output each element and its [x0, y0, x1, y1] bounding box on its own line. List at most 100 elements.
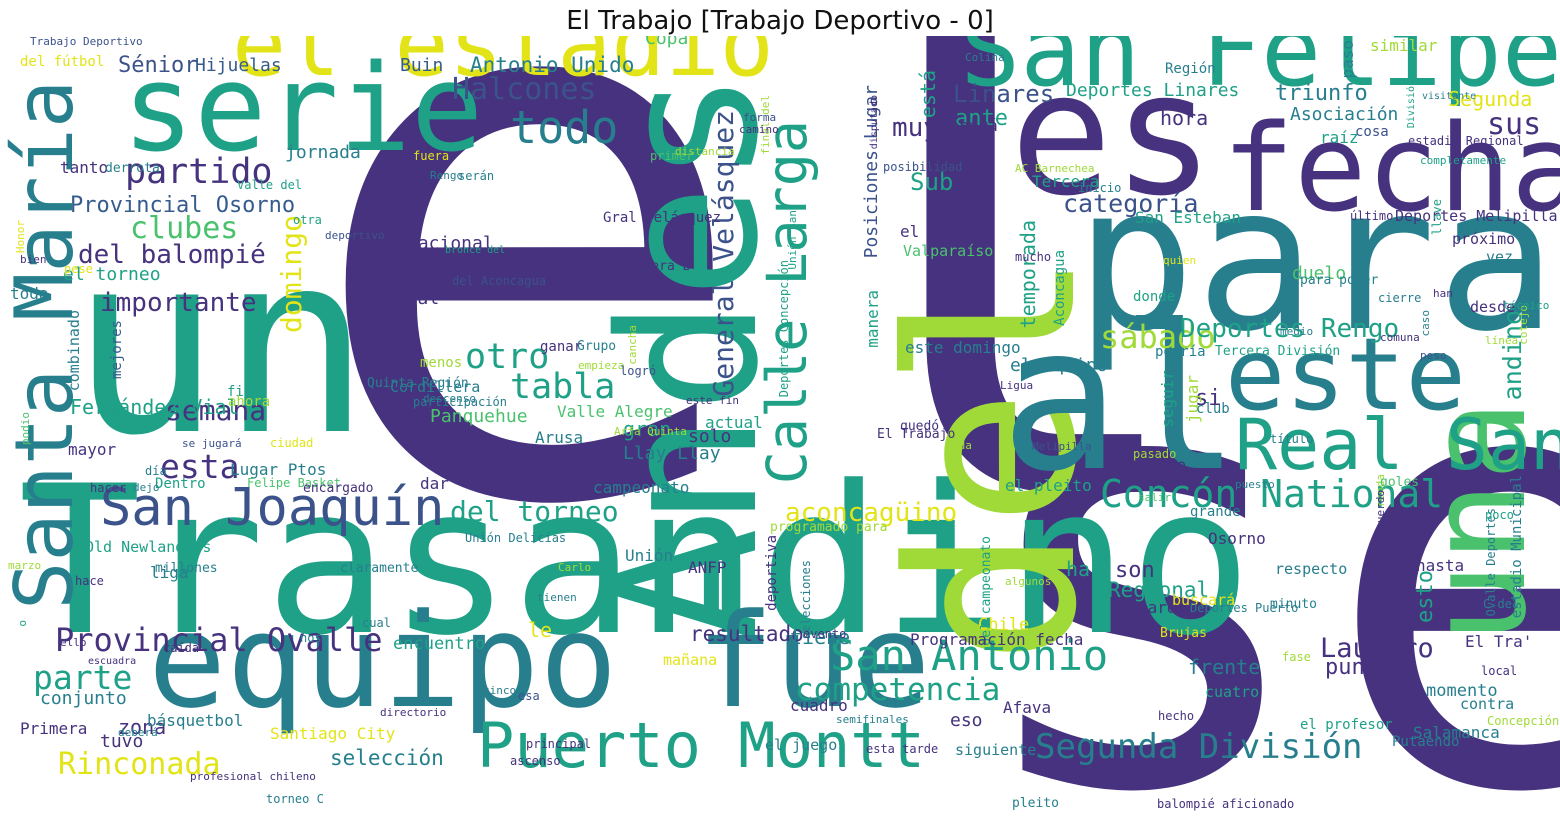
cloud-word: equipo fue [148, 585, 931, 737]
cloud-word: Arusa [535, 428, 584, 447]
cloud-word: El Tra' [1465, 632, 1533, 651]
cloud-word: competencia [795, 672, 1001, 708]
cloud-word: profesional chileno [190, 770, 316, 783]
cloud-word: actual [705, 413, 763, 432]
cloud-word: punto [1325, 655, 1392, 680]
cloud-word: eso [950, 710, 983, 731]
cloud-word: Afava [1003, 698, 1052, 717]
cloud-word: ello [60, 636, 87, 649]
cloud-word: fuera [413, 149, 450, 163]
cloud-word: llave [1430, 199, 1444, 236]
cloud-word: Tercera [1032, 172, 1100, 191]
cloud-word: Provincial Ovalle [55, 621, 383, 659]
cloud-word: claramente [340, 561, 419, 576]
cloud-word: el equipo [1010, 355, 1108, 376]
cloud-word: derrota [105, 161, 160, 176]
cloud-word: Asociación [1290, 104, 1399, 125]
cloud-word: dejó [133, 481, 160, 494]
cloud-word: cual [362, 616, 391, 630]
cloud-word: Puerto Montt [477, 709, 925, 782]
cloud-word: millones [155, 561, 218, 576]
cloud-word: Valle del [237, 178, 303, 192]
cloud-word: del balompié [78, 240, 266, 270]
cloud-word: para [1075, 143, 1557, 376]
cloud-word: combinado [65, 310, 83, 392]
cloud-word: domingo [275, 215, 308, 334]
cloud-word: tuvo [100, 731, 144, 752]
cloud-word: minuto [1270, 597, 1317, 612]
cloud-word: Real San [1235, 404, 1560, 486]
cloud-word: Lautaro [1320, 633, 1434, 664]
cloud-word: Deportes Rengo [1180, 314, 1400, 344]
cloud-word: puesto [1235, 478, 1275, 491]
cloud-word: Panquehue [430, 406, 528, 427]
cloud-word: goles [1380, 475, 1420, 490]
cloud-word: Melipilla [1032, 440, 1092, 453]
cloud-word: desde [1470, 298, 1516, 316]
cloud-word: estadio Regional [1408, 134, 1524, 148]
cloud-word: para poder [1300, 273, 1379, 288]
cloud-word: clubes [130, 211, 239, 246]
cloud-word: mayor [68, 440, 117, 459]
cloud-word: Halcones [452, 72, 597, 107]
cloud-word: cosa [1355, 124, 1389, 140]
cloud-word: importante [100, 288, 257, 318]
cloud-word: participación [413, 395, 507, 409]
cloud-word: el profesor [1300, 717, 1393, 733]
cloud-word: Osorno [1208, 529, 1266, 548]
cloud-word: Rengo [430, 169, 464, 182]
cloud-word: parte [33, 658, 133, 697]
cloud-word: el torneo [63, 264, 161, 285]
cloud-word: día [145, 464, 167, 478]
cloud-word: paso [1338, 40, 1357, 79]
cloud-word: evento [803, 627, 847, 641]
cloud-word: liga [150, 563, 189, 582]
cloud-word: se [960, 225, 1560, 820]
cloud-word: campeonato [593, 478, 690, 497]
cloud-word: bien [20, 253, 47, 266]
cloud-word: medio [1280, 325, 1314, 338]
cloud-word: título [1270, 432, 1314, 446]
cloud-word: Valle Alegre [557, 402, 673, 421]
cloud-word: hora [1160, 106, 1209, 130]
cloud-word: camino [739, 123, 779, 136]
cloud-word: Deportes Concepción [777, 260, 791, 398]
cloud-word: el pleito [1005, 476, 1092, 495]
cloud-word: nacional [407, 233, 494, 254]
cloud-word: Gral Velásquez [603, 210, 722, 226]
cloud-word: Trasandino [18, 443, 1253, 681]
cloud-word: cuadro [790, 696, 848, 715]
cloud-word: cancha [626, 325, 639, 365]
cloud-word: Programación fecha [910, 630, 1084, 649]
cloud-word: Concepción Puerto [1487, 714, 1560, 728]
cloud-word: o [16, 620, 29, 627]
cloud-word: Felipe Basket [247, 476, 341, 490]
cloud-word: Colina [965, 51, 1005, 64]
cloud-word: torneo C [266, 792, 324, 806]
cloud-word: Segunda [1448, 87, 1533, 111]
cloud-word: pleito [1012, 796, 1059, 811]
cloud-word: ganar [540, 339, 583, 355]
cloud-word: menos [420, 355, 463, 371]
cloud-word: final [385, 288, 440, 309]
cloud-word: este [1225, 316, 1466, 433]
cloud-word: podio [19, 412, 32, 446]
cloud-word: esta [160, 447, 240, 486]
cloud-word: del torneo [450, 495, 619, 528]
cloud-word: Rinconada [58, 747, 221, 782]
cloud-word: tarde [1138, 598, 1187, 617]
cloud-word: línea [1485, 334, 1519, 347]
cloud-word: toda [10, 284, 49, 303]
cloud-word: el juego [765, 736, 838, 754]
cloud-word: encuentro [393, 634, 486, 654]
cloud-word: Sénior [118, 53, 198, 78]
cloud-word: frente [1188, 655, 1261, 679]
cloud-word: el estadio [232, 36, 774, 97]
cloud-word: muy [892, 113, 939, 143]
cloud-word: Buin [400, 55, 444, 76]
cloud-word: Brujas [1160, 626, 1207, 641]
cloud-word: resultado [690, 622, 804, 646]
cloud-word: podría [1155, 344, 1206, 360]
cloud-word: mucho [1015, 250, 1052, 264]
cloud-word: semana [165, 394, 267, 427]
